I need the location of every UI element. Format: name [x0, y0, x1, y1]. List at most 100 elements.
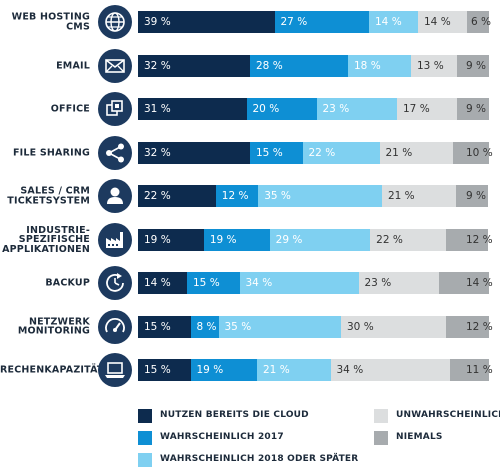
- bar-segment: 22 %: [302, 141, 380, 164]
- data-label: 29 %: [275, 233, 303, 246]
- bar-segment: 22 %: [138, 185, 217, 207]
- data-label: 10 %: [466, 146, 493, 159]
- bar-segment: 23 %: [358, 272, 440, 294]
- laptop-icon: [98, 353, 132, 387]
- data-label: 20 %: [252, 103, 280, 115]
- data-label: 14 %: [144, 277, 171, 289]
- bar-segment: 9 %: [456, 98, 489, 120]
- bar-segment: 31 %: [138, 98, 247, 120]
- bar-segment: 19 %: [203, 228, 271, 251]
- category-label-line: CMS: [66, 21, 90, 32]
- legend-swatch: [138, 409, 152, 423]
- category-label: INDUSTRIE- SPEZIFISCHE APPLIKATIONEN: [0, 225, 90, 254]
- legend-swatch: [138, 453, 152, 467]
- data-label: 9 %: [466, 103, 486, 115]
- data-label: 22 %: [308, 146, 336, 159]
- legend-label: NIEMALS: [396, 432, 443, 442]
- category-label-line: SPEZIFISCHE: [18, 233, 90, 245]
- category-label-line: OFFICE: [50, 103, 90, 115]
- data-label: 14 %: [375, 16, 402, 28]
- bar-segment: 22 %: [370, 228, 447, 251]
- data-label: 35 %: [264, 190, 291, 202]
- category-label-line: APPLIKATIONEN: [2, 243, 90, 255]
- bar-segment: 39 %: [138, 11, 275, 33]
- category-label: RECHENKAPAZITÄT: [0, 365, 103, 375]
- bar-segment: 32 %: [138, 141, 251, 164]
- bar-segment: 14 %: [138, 272, 188, 294]
- category-label: NETZWERK MONITORING: [0, 317, 90, 336]
- data-label: 15 %: [144, 364, 171, 376]
- data-label: 12 %: [221, 190, 249, 202]
- bar-segment: 20 %: [246, 98, 317, 120]
- data-label: 34 %: [245, 277, 273, 289]
- share-icon: [98, 135, 132, 170]
- category-label-line: WEB HOSTING: [11, 11, 90, 23]
- category-label-line: FILE SHARING: [12, 146, 90, 158]
- bar-segment: 15 %: [187, 272, 240, 294]
- data-label: 15 %: [193, 277, 220, 289]
- bar-segment: 9 %: [456, 185, 489, 207]
- bar-segment: 35 %: [218, 315, 342, 338]
- category-label-line: TICKETSYSTEM: [7, 195, 90, 206]
- legend-label: UNWAHRSCHEINLICH: [396, 410, 500, 420]
- user-icon: [98, 179, 132, 213]
- category-label: WEB HOSTING CMS: [0, 11, 90, 32]
- category-label: OFFICE: [0, 104, 90, 114]
- legend-swatch: [374, 431, 388, 445]
- bar-segment: 9 %: [456, 54, 489, 77]
- data-label: 18 %: [354, 59, 381, 72]
- bar-segment: 14 %: [369, 11, 419, 33]
- legend-swatch: [138, 431, 152, 445]
- data-label: 32 %: [144, 59, 171, 72]
- data-label: 22 %: [144, 190, 171, 202]
- data-label: 12 %: [465, 233, 493, 246]
- category-label: BACKUP: [0, 278, 90, 288]
- bar-segment: 30 %: [341, 315, 447, 338]
- bar-segment: 35 %: [258, 185, 383, 207]
- category-label-line: BACKUP: [45, 277, 90, 289]
- data-label: 31 %: [144, 103, 171, 115]
- bar-segment: 28 %: [250, 54, 349, 77]
- bar-segment: 23 %: [316, 98, 398, 120]
- bar-segment: 14 %: [418, 11, 468, 33]
- bar-segment: 15 %: [138, 315, 191, 338]
- bar-segment: 29 %: [269, 228, 371, 251]
- data-label: 22 %: [376, 233, 403, 246]
- bar-segment: 15 %: [250, 141, 303, 164]
- data-label: 19 %: [196, 364, 224, 376]
- data-label: 21 %: [263, 364, 290, 376]
- data-label: 21 %: [385, 146, 413, 159]
- data-label: 21 %: [387, 190, 415, 202]
- office-icon: [98, 92, 132, 126]
- legend-label: WAHRSCHEINLICH 2018 ODER SPÄTER: [160, 454, 359, 464]
- bar-segment: 14 %: [439, 272, 493, 294]
- data-label: 12 %: [466, 320, 493, 333]
- category-label-line: MONITORING: [17, 325, 90, 337]
- bar-segment: 11 %: [449, 359, 493, 381]
- category-label-line: INDUSTRIE-: [26, 224, 90, 236]
- bar-segment: 21 %: [379, 141, 454, 164]
- legend-label: WAHRSCHEINLICH 2017: [160, 432, 284, 442]
- data-label: 19 %: [144, 233, 171, 246]
- data-label: 19 %: [209, 233, 237, 246]
- bar-segment: 12 %: [446, 315, 493, 338]
- bar-segment: 34 %: [239, 272, 359, 294]
- data-label: 17 %: [403, 103, 430, 115]
- bar-segment: 6 %: [467, 11, 491, 33]
- mail-icon: [98, 48, 132, 83]
- bar-segment: 17 %: [397, 98, 457, 120]
- data-label: 23 %: [322, 103, 350, 115]
- category-label: FILE SHARING: [0, 148, 90, 158]
- data-label: 13 %: [417, 59, 444, 72]
- bar-segment: 8 %: [190, 315, 219, 338]
- backup-clock-icon: [98, 266, 132, 300]
- category-label: EMAIL: [0, 61, 90, 71]
- category-label-line: NETZWERK: [28, 316, 90, 327]
- globe-icon: [98, 5, 132, 39]
- data-label: 39 %: [144, 16, 171, 28]
- data-label: 6 %: [471, 16, 491, 28]
- data-label: 15 %: [256, 146, 283, 159]
- bar-segment: 12 %: [446, 228, 493, 251]
- bar-segment: 21 %: [381, 185, 457, 207]
- bar-segment: 10 %: [453, 141, 493, 164]
